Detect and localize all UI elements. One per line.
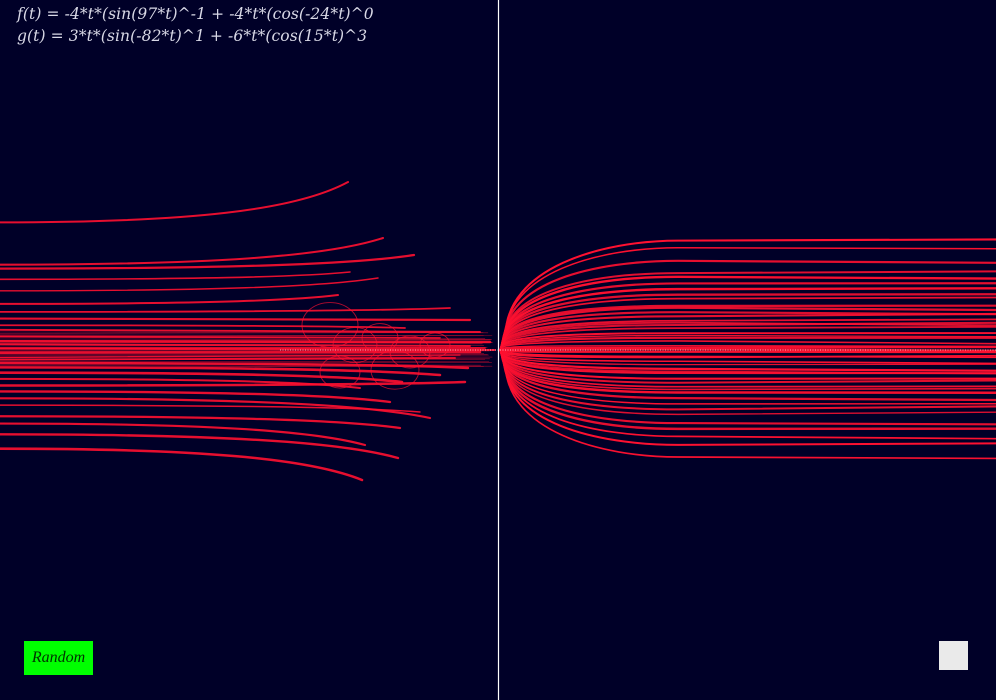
- curve-strand: [0, 317, 472, 322]
- curve-strand: [499, 336, 996, 350]
- curve-strand: [0, 377, 361, 389]
- curve-strand: [0, 366, 442, 377]
- curve-strand: [0, 328, 481, 333]
- curve-strand: [0, 352, 485, 354]
- formula-f: f(t) = -4*t*(sin(97*t)^-1 + -4*t*(cos(-2…: [17, 5, 374, 23]
- curve-strand: [0, 339, 491, 341]
- curve-strand: [0, 366, 484, 368]
- formula-g: g(t) = 3*t*(sin(-82*t)^1 + -6*t*(cos(15*…: [17, 27, 368, 45]
- curve-strand: [0, 350, 482, 354]
- curve-strand: [0, 277, 379, 292]
- curve-strand: [370, 350, 420, 390]
- curve-strand: [0, 380, 467, 387]
- curve-strand: [0, 404, 421, 413]
- curve-strand: [499, 350, 996, 359]
- curve-strand: [503, 360, 996, 446]
- square-button[interactable]: [939, 641, 968, 670]
- curve-strand: [0, 342, 492, 344]
- curve-strand: [0, 422, 367, 447]
- curve-strand: [0, 415, 402, 430]
- curve-strand: [499, 350, 996, 359]
- curve-strand: [0, 447, 364, 482]
- curve-strand: [0, 253, 416, 270]
- curve-cluster-right: [498, 238, 996, 460]
- curve-strand: [0, 358, 486, 361]
- curve-strand: [0, 343, 483, 345]
- curve-strand: [504, 246, 996, 339]
- curve-cluster-left: [0, 180, 496, 482]
- curve-strand: [500, 312, 996, 347]
- curve-strand: [0, 340, 492, 344]
- curve-strand: [504, 362, 996, 460]
- curve-strand: [500, 325, 996, 349]
- curve-strand: [0, 236, 385, 266]
- curve-strand: [0, 307, 451, 313]
- curve-strand: [0, 354, 489, 357]
- curve-strand: [0, 350, 484, 352]
- curve-strand: [0, 363, 481, 366]
- curve-strand: [0, 324, 406, 329]
- curve-strand: [499, 332, 996, 349]
- curve-strand: [0, 332, 484, 334]
- curve-strand: [499, 350, 996, 365]
- random-button[interactable]: Random: [24, 641, 93, 675]
- curve-strand: [0, 294, 339, 305]
- curve-strand: [0, 334, 484, 336]
- curve-strand: [502, 358, 996, 431]
- curve-strand: [499, 349, 996, 354]
- curve-strand: [0, 397, 432, 420]
- curve-strand: [0, 390, 392, 404]
- curve-strand: [500, 351, 996, 375]
- curve-strand: [0, 341, 493, 343]
- curve-strand: [499, 351, 996, 372]
- curve-strand: [503, 259, 996, 341]
- curve-strand: [499, 340, 996, 350]
- curve-strand: [301, 302, 359, 348]
- curve-strand: [0, 271, 351, 281]
- curve-strand: [500, 334, 996, 349]
- curve-strand: [0, 337, 486, 339]
- curve-strand: [0, 180, 350, 224]
- curve-strand: [0, 365, 493, 367]
- curve-strand: [0, 433, 400, 460]
